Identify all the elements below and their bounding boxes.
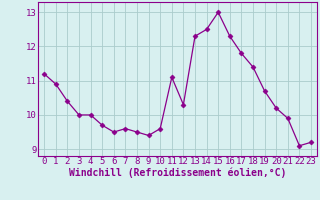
X-axis label: Windchill (Refroidissement éolien,°C): Windchill (Refroidissement éolien,°C) bbox=[69, 168, 286, 178]
